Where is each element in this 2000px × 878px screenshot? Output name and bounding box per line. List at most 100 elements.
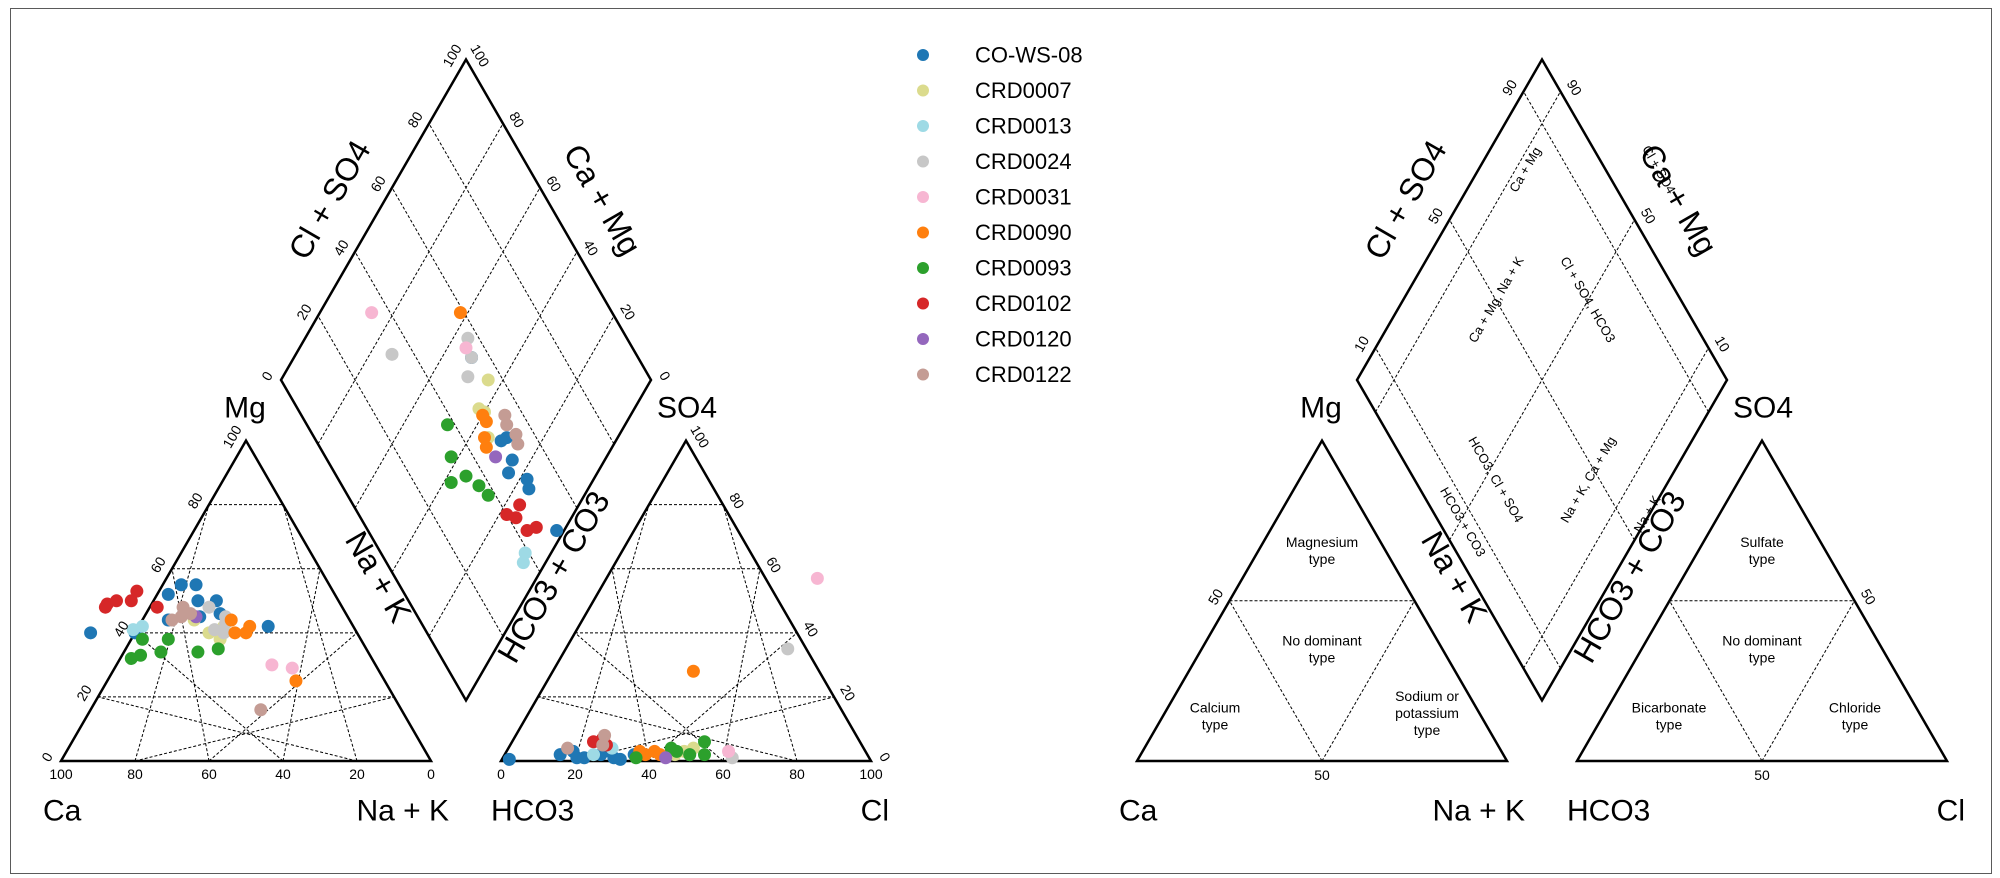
ref-facies-chloride: Chloride type [1829,700,1881,733]
point-diamond-crd0024 [385,347,399,361]
ref-anion-triangle [1574,438,1950,763]
ref-corner-cl: Cl [1937,795,1965,828]
point-cation-crd0031 [265,658,279,672]
ref-tick-cation-bottom-50: 50 [1314,767,1330,783]
diamond-left-tick: 80 [404,109,426,131]
point-anion-crd0093 [683,748,697,762]
cation-bottom-tick: 80 [127,766,143,782]
ref-diamond-label-na-k-ca-mg: Na + K, Ca + Mg [1557,434,1618,525]
point-cation-crd0122 [254,703,268,717]
diamond-right-tick: 40 [580,237,602,259]
legend-label-crd0090: CRD0090 [975,220,1072,245]
anion-bottom-tick: 40 [641,766,657,782]
point-anion-crd0090 [686,664,700,678]
cation-left-tick: 40 [110,618,132,640]
legend-label-co-ws-08: CO-WS-08 [975,43,1083,68]
point-anion-crd0093 [698,735,711,749]
ref-tick-diamond-right-50: 50 [1638,205,1660,227]
point-cation-crd0093 [161,632,175,646]
anion-bottom-tick: 20 [567,766,583,782]
ref-facies-sulfate: Sulfate type [1740,534,1784,567]
ref-facies-bicarbonate: Bicarbonate type [1632,700,1707,733]
point-cation-crd0093 [191,645,205,659]
legend-marker-crd0120 [917,333,929,345]
point-cation-crd0093 [135,632,149,646]
point-diamond-crd0031 [365,306,379,320]
legend-label-crd0120: CRD0120 [975,327,1072,352]
ref-corner-hco3: HCO3 [1567,795,1650,828]
ref-facies-sodium: Sodium or potassium type [1395,688,1459,738]
ref-diamond [1355,57,1729,703]
ref-side-cl-so4: Cl + SO4 [1357,134,1454,265]
anion-grid-a-1 [574,504,650,762]
point-diamond-crd0090 [478,431,491,445]
legend-label-crd0024: CRD0024 [975,149,1072,174]
cation-left-tick: 80 [184,490,206,512]
ref-cation-triangle [1134,438,1510,763]
anion-triangle-outline [498,438,874,763]
diamond-right-tick: 60 [543,173,565,195]
diamond-grid-u-3 [354,187,541,509]
point-cation-crd0024 [202,600,216,614]
point-cation-co-ws-08 [161,587,175,601]
cation-grid-a-1 [134,504,210,762]
cation-bottom-tick: 40 [275,766,291,782]
point-anion-crd0013 [587,748,600,762]
point-cation-crd0122 [184,607,197,621]
anion-grid-b-3 [722,568,761,762]
diamond-left-tick: 40 [330,237,352,259]
side-label-cl-so4: Cl + SO4 [281,134,378,265]
legend-marker-crd0093 [917,262,929,274]
side-label-ca-mg: Ca + Mg [556,138,648,262]
piper-chart-svg: 1000000100802020202080604040404060406060… [38,41,1965,828]
legend-marker-crd0007 [917,84,929,97]
cation-bottom-tick: 60 [201,766,217,782]
point-diamond-crd0090 [476,408,490,422]
cation-grid-a-2 [171,568,210,762]
point-diamond-co-ws-08 [550,524,564,538]
ref-diamond-10-v [1375,347,1561,669]
cation-grid-b-1 [134,696,395,762]
point-cation-crd0090 [289,674,303,688]
diamond-left-tick: 20 [293,301,315,323]
legend-label-crd0122: CRD0122 [975,362,1072,387]
diamond-outline [279,57,653,703]
point-anion-crd0120 [659,751,673,765]
legend-marker-crd0102 [917,297,929,310]
legend-marker-crd0013 [917,120,929,132]
legend-label-crd0031: CRD0031 [975,185,1072,210]
side-label-na-k: Na + K [338,525,419,628]
diamond-right-tick: 80 [506,109,528,131]
cation-left-tick: 60 [147,554,169,576]
ref-tick-diamond-left-50: 50 [1425,205,1447,227]
anion-grid-b-1 [574,696,835,762]
ref-diamond-label-ca-mg: Ca + Mg [1506,144,1544,194]
point-diamond-crd0102 [520,524,534,538]
ref-facies-anion-none: No dominant type [1722,633,1801,666]
point-cation-crd0093 [134,648,148,662]
side-label-mg: Mg [224,391,266,424]
point-anion-co-ws-08 [502,752,516,766]
anion-bottom-tick: 100 [859,766,883,782]
point-anion-crd0093 [698,748,711,762]
ref-diamond-90-v [1523,91,1709,413]
point-anion-crd0031 [810,571,824,585]
ref-corner-so4: SO4 [1733,391,1793,424]
point-diamond-co-ws-08 [502,466,516,480]
cation-left-tick: 100 [219,422,245,450]
anion-grid-a-4 [537,696,798,762]
ref-tick-diamond-right-10: 10 [1712,333,1734,355]
cation-left-tick: 0 [38,749,56,764]
point-diamond-crd0093 [441,418,454,432]
point-diamond-crd0122 [511,437,525,451]
ref-diamond-label-cl-so4-hco3: Cl + SO4, HCO3 [1557,254,1618,345]
point-diamond-crd0031 [459,341,473,355]
ref-side-hco3-co3: HCO3 + CO3 [1566,485,1693,669]
diamond-right-tick: 20 [617,301,639,323]
anion-grid-a-2 [611,568,650,762]
ref-facies-calcium: Calcium type [1190,700,1241,733]
point-diamond-crd0120 [489,450,503,464]
ref-tick-anion-bottom-50: 50 [1754,767,1770,783]
diamond-grid-v-2 [354,251,541,573]
ref-anion-div-b [1761,600,1855,762]
